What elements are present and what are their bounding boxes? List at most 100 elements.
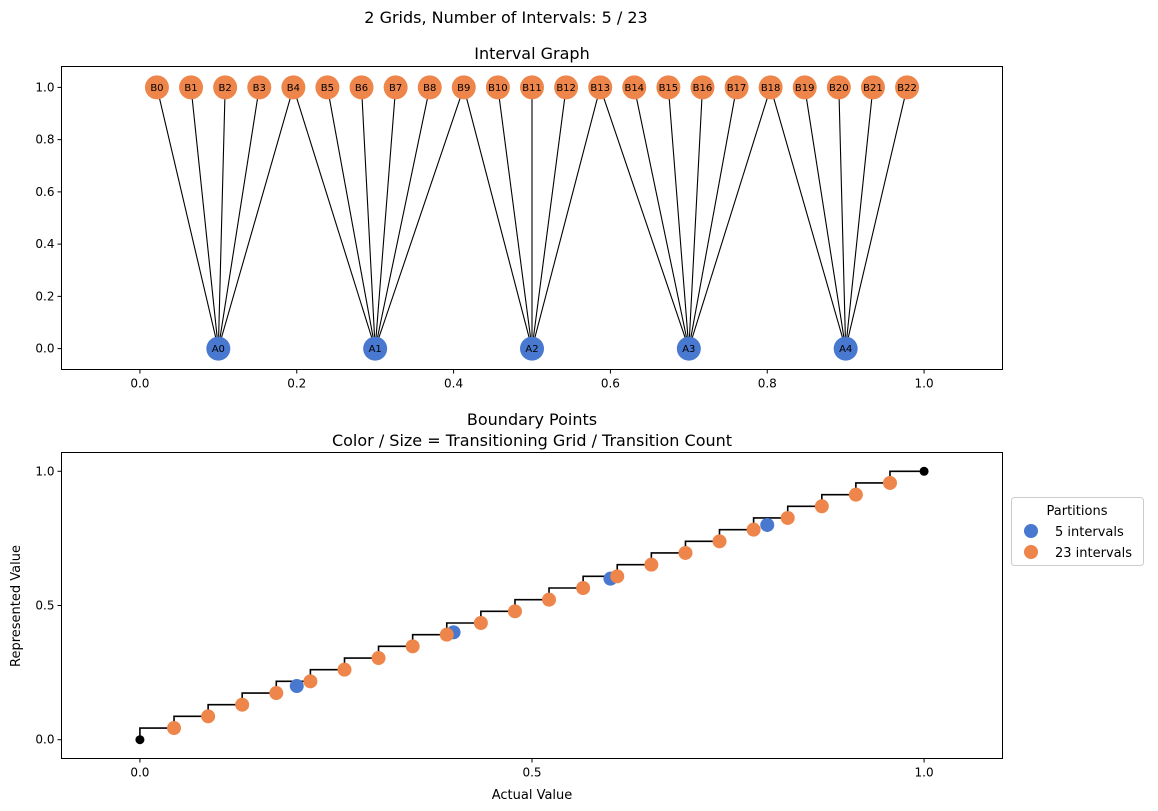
graph-node-marker bbox=[724, 75, 749, 100]
graph-node-marker bbox=[213, 75, 238, 100]
graph-node-marker bbox=[281, 75, 306, 100]
graph-node-marker bbox=[349, 75, 374, 100]
graph-node-label: B19 bbox=[795, 83, 815, 94]
interval-graph-frame bbox=[61, 66, 1003, 370]
graph-edge bbox=[217, 87, 226, 349]
endpoint-marker bbox=[135, 735, 145, 745]
graph-node: A3 bbox=[676, 336, 701, 361]
graph-node: B4 bbox=[281, 75, 306, 100]
graph-node: A2 bbox=[520, 336, 544, 361]
graph-edge bbox=[374, 87, 465, 349]
y-tick-label: 0.6 bbox=[35, 185, 54, 199]
graph-edge bbox=[374, 87, 397, 349]
graph-node: B9 bbox=[451, 75, 476, 100]
legend-box bbox=[1011, 497, 1144, 566]
graph-edge bbox=[838, 87, 847, 349]
graph-node-marker bbox=[485, 75, 510, 100]
graph-edge bbox=[463, 87, 533, 349]
graph-edge bbox=[667, 87, 690, 349]
x-tick-label: 0.0 bbox=[130, 766, 149, 780]
graph-edge bbox=[688, 87, 704, 349]
graph-node-label: A2 bbox=[525, 344, 538, 355]
boundary-points-title-line1: Boundary Points bbox=[467, 410, 597, 429]
graph-node-label: B16 bbox=[693, 83, 713, 94]
graph-node-label: A3 bbox=[682, 344, 695, 355]
graph-node: B0 bbox=[144, 75, 169, 100]
graph-node-marker bbox=[144, 75, 169, 100]
x-tick-label: 1.0 bbox=[915, 377, 934, 391]
graph-edge bbox=[599, 87, 690, 349]
graph-node-marker bbox=[690, 75, 715, 100]
x-tick-label: 0.6 bbox=[601, 377, 620, 391]
legend-label-23-intervals: 23 intervals bbox=[1055, 546, 1132, 561]
graph-node-marker bbox=[860, 75, 885, 100]
graph-edge bbox=[845, 87, 908, 349]
boundary-point bbox=[473, 616, 488, 631]
graph-node: B15 bbox=[656, 75, 681, 100]
interval-graph-nodes: A0 A1 A2 A3 A4 B0 B1 B2 B3 B4 B5 B6 B7 B8 B9 B10 B11 B12 B… bbox=[144, 75, 920, 361]
interval-graph-title: Interval Graph bbox=[474, 44, 589, 63]
graph-node-marker bbox=[451, 75, 476, 100]
x-tick-label: 0.0 bbox=[130, 377, 149, 391]
interval-graph-chart: Interval Graph A0 A1 A2 A3 A4 B0 B1 B2 B3 B4 B5 B6 B… bbox=[35, 44, 1003, 391]
graph-edge bbox=[497, 87, 533, 349]
graph-node: B13 bbox=[588, 75, 613, 100]
boundary-points-xlabel: Actual Value bbox=[492, 788, 573, 803]
graph-edge bbox=[217, 87, 294, 349]
x-tick-label: 1.0 bbox=[915, 766, 934, 780]
boundary-points-steps bbox=[139, 470, 925, 740]
graph-node: B11 bbox=[520, 75, 544, 100]
graph-node-label: B12 bbox=[556, 83, 576, 94]
boundary-point bbox=[576, 580, 591, 595]
legend-marker-23-intervals bbox=[1024, 545, 1038, 559]
graph-node-label: B21 bbox=[863, 83, 883, 94]
boundary-point bbox=[167, 721, 182, 736]
graph-node: B18 bbox=[758, 75, 783, 100]
boundary-point bbox=[644, 557, 659, 572]
step-line bbox=[139, 470, 925, 740]
graph-node-marker bbox=[792, 75, 817, 100]
y-tick-label: 1.0 bbox=[35, 80, 54, 94]
graph-edge bbox=[190, 87, 219, 349]
graph-node: B22 bbox=[895, 75, 920, 100]
graph-node-label: B17 bbox=[727, 83, 747, 94]
boundary-point bbox=[507, 604, 522, 619]
boundary-points-frame bbox=[61, 452, 1003, 759]
graph-node-marker bbox=[833, 336, 858, 361]
graph-node-label: B20 bbox=[829, 83, 849, 94]
graph-edge bbox=[531, 87, 601, 349]
graph-node: B8 bbox=[417, 75, 442, 100]
boundary-point bbox=[439, 627, 454, 642]
graph-node-marker bbox=[179, 75, 204, 100]
graph-edge bbox=[688, 87, 738, 349]
graph-node-marker bbox=[758, 75, 783, 100]
graph-node-label: B6 bbox=[355, 83, 368, 94]
graph-node-label: B11 bbox=[522, 83, 542, 94]
x-tick-label: 0.4 bbox=[444, 377, 463, 391]
graph-node: B10 bbox=[485, 75, 510, 100]
graph-edge bbox=[217, 87, 260, 349]
legend-label-5-intervals: 5 intervals bbox=[1055, 525, 1124, 540]
graph-node-label: B10 bbox=[488, 83, 508, 94]
y-tick-label: 0.4 bbox=[35, 237, 54, 251]
y-tick-label: 1.0 bbox=[35, 464, 54, 478]
graph-node-marker bbox=[383, 75, 408, 100]
graph-node-label: B18 bbox=[761, 83, 781, 94]
interval-graph-edges bbox=[156, 87, 908, 349]
graph-node-label: B0 bbox=[150, 83, 163, 94]
graph-node-label: A0 bbox=[212, 344, 225, 355]
boundary-point bbox=[712, 534, 727, 549]
legend-title: Partitions bbox=[1047, 504, 1108, 519]
graph-node-label: B9 bbox=[457, 83, 470, 94]
graph-node-marker bbox=[315, 75, 340, 100]
boundary-points-chart: Boundary Points Color / Size = Transitio… bbox=[9, 410, 1144, 803]
graph-node-label: B3 bbox=[253, 83, 266, 94]
boundary-point bbox=[371, 651, 386, 666]
boundary-point bbox=[746, 522, 761, 537]
graph-node-marker bbox=[826, 75, 851, 100]
graph-node-label: B2 bbox=[219, 83, 232, 94]
boundary-point bbox=[780, 510, 795, 525]
graph-node-marker bbox=[676, 336, 701, 361]
graph-node: B3 bbox=[247, 75, 272, 100]
graph-edge bbox=[688, 87, 772, 349]
